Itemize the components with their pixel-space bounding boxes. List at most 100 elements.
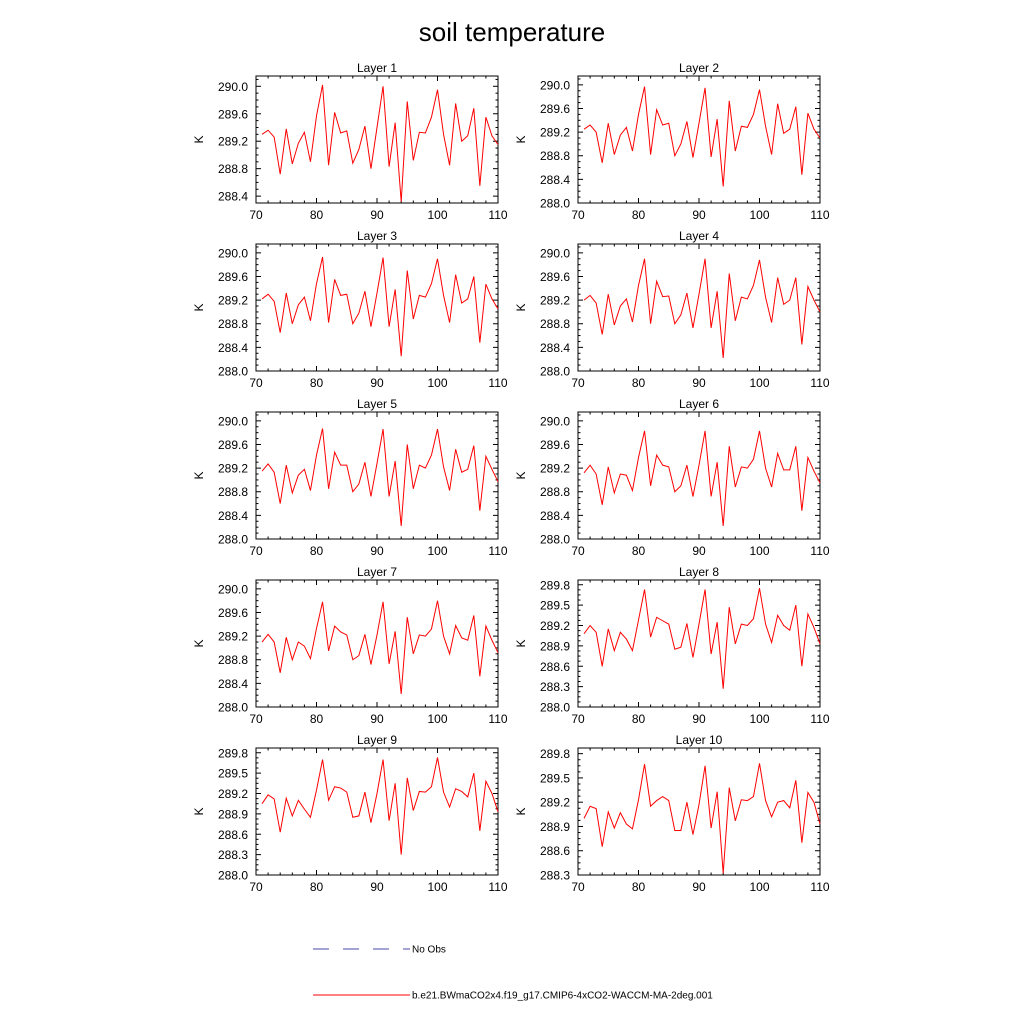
series-line: [583, 86, 821, 187]
x-tick-label: 90: [692, 376, 706, 390]
series-line: [261, 428, 499, 527]
x-tick-label: 110: [810, 208, 829, 222]
x-tick-label: 100: [749, 712, 769, 726]
y-tick-label: 288.9: [218, 807, 248, 821]
y-tick-label: 289.2: [218, 294, 248, 308]
x-tick-label: 90: [692, 880, 706, 894]
y-tick-label: 289.6: [540, 438, 570, 452]
x-tick-label: 90: [692, 712, 706, 726]
y-tick-label: 289.6: [218, 270, 248, 284]
x-tick-label: 110: [488, 208, 507, 222]
x-tick-label: 70: [249, 712, 263, 726]
x-tick-label: 80: [310, 712, 324, 726]
panel-layer-4: Layer 4 K 70 80 90 100 110 288.0 288.4 288.8 289.2…: [514, 229, 830, 390]
x-tick-label: 80: [632, 376, 646, 390]
y-tick-label: 288.6: [540, 660, 570, 674]
x-tick-label: 90: [370, 376, 384, 390]
x-tick-label: 70: [571, 880, 585, 894]
panel-title: Layer 6: [679, 397, 719, 411]
x-tick-label: 110: [488, 376, 507, 390]
x-tick-label: 100: [749, 544, 769, 558]
y-tick-label: 288.8: [218, 162, 248, 176]
y-tick-label: 288.4: [540, 509, 570, 523]
panel-title: Layer 7: [357, 565, 397, 579]
y-axis-label: K: [192, 471, 206, 479]
x-tick-label: 90: [370, 544, 384, 558]
y-tick-label: 290.0: [540, 246, 570, 260]
y-tick-label: 288.4: [540, 173, 570, 187]
y-tick-label: 289.6: [218, 107, 248, 121]
y-tick-label: 290.0: [218, 414, 248, 428]
panels-group: Layer 1 K 70 80 90 100 110 288.4 288.8 289.2 289.6…: [192, 61, 830, 894]
x-tick-label: 100: [427, 712, 447, 726]
y-axis-label: K: [192, 807, 206, 815]
x-tick-label: 110: [810, 544, 829, 558]
panel-title: Layer 10: [676, 733, 723, 747]
y-tick-label: 288.0: [540, 533, 570, 547]
legend-model-label: b.e21.BWmaCO2x4.f19_g17.CMIP6-4xCO2-WACC…: [412, 991, 713, 1002]
series-line: [261, 256, 499, 357]
y-tick-label: 288.4: [218, 677, 248, 691]
x-tick-label: 110: [488, 544, 507, 558]
y-tick-label: 289.2: [540, 619, 570, 633]
y-tick-label: 288.0: [540, 701, 570, 715]
x-tick-label: 100: [749, 880, 769, 894]
y-tick-label: 288.4: [218, 341, 248, 355]
y-tick-label: 288.6: [540, 844, 570, 858]
y-tick-label: 290.0: [218, 246, 248, 260]
y-tick-label: 288.0: [218, 869, 248, 883]
y-axis-label: K: [514, 303, 528, 311]
y-tick-label: 289.8: [540, 578, 570, 592]
x-tick-label: 70: [249, 376, 263, 390]
y-tick-label: 290.0: [218, 80, 248, 94]
panel-layer-9: Layer 9 K 70 80 90 100 110 288.0 288.3 288.6 288.9…: [192, 733, 508, 894]
x-tick-label: 90: [370, 208, 384, 222]
y-tick-label: 288.0: [540, 197, 570, 211]
x-tick-label: 70: [571, 208, 585, 222]
legend: No Obs b.e21.BWmaCO2x4.f19_g17.CMIP6-4xC…: [313, 945, 713, 1002]
x-tick-label: 70: [249, 208, 263, 222]
y-tick-label: 288.8: [218, 653, 248, 667]
series-line: [583, 258, 821, 359]
x-tick-label: 100: [427, 880, 447, 894]
x-tick-label: 80: [310, 208, 324, 222]
y-axis-label: K: [192, 303, 206, 311]
x-tick-label: 70: [249, 880, 263, 894]
x-tick-label: 100: [427, 208, 447, 222]
x-tick-label: 100: [749, 208, 769, 222]
y-tick-label: 289.5: [540, 771, 570, 785]
y-tick-label: 289.5: [218, 767, 248, 781]
y-axis-label: K: [192, 135, 206, 143]
y-tick-label: 288.8: [540, 149, 570, 163]
y-tick-label: 289.6: [540, 102, 570, 116]
panel-layer-8: Layer 8 K 70 80 90 100 110 288.0 288.3 288.6 288.9…: [514, 565, 830, 726]
y-tick-label: 289.2: [218, 462, 248, 476]
series-line: [261, 84, 499, 202]
y-tick-label: 289.2: [540, 796, 570, 810]
y-tick-label: 288.8: [218, 317, 248, 331]
y-tick-label: 290.0: [218, 582, 248, 596]
panel-layer-1: Layer 1 K 70 80 90 100 110 288.4 288.8 289.2 289.6…: [192, 61, 508, 222]
x-tick-label: 90: [692, 208, 706, 222]
x-tick-label: 80: [310, 544, 324, 558]
y-tick-label: 289.2: [218, 787, 248, 801]
y-tick-label: 288.3: [218, 848, 248, 862]
y-tick-label: 288.3: [540, 680, 570, 694]
y-tick-label: 288.4: [540, 341, 570, 355]
series-line: [583, 588, 821, 689]
y-tick-label: 289.2: [540, 126, 570, 140]
y-tick-label: 288.0: [218, 701, 248, 715]
panel-title: Layer 1: [357, 61, 397, 75]
y-tick-label: 288.8: [540, 485, 570, 499]
y-tick-label: 288.0: [218, 533, 248, 547]
y-axis-label: K: [192, 639, 206, 647]
panel-layer-2: Layer 2 K 70 80 90 100 110 288.0 288.4 288.8 289.2…: [514, 61, 830, 222]
x-tick-label: 80: [632, 208, 646, 222]
x-tick-label: 110: [810, 712, 829, 726]
x-tick-label: 70: [571, 376, 585, 390]
series-line: [583, 763, 821, 874]
y-tick-label: 290.0: [540, 414, 570, 428]
y-tick-label: 288.0: [540, 365, 570, 379]
panel-layer-6: Layer 6 K 70 80 90 100 110 288.0 288.4 288.8 289.2…: [514, 397, 830, 558]
x-tick-label: 90: [370, 712, 384, 726]
